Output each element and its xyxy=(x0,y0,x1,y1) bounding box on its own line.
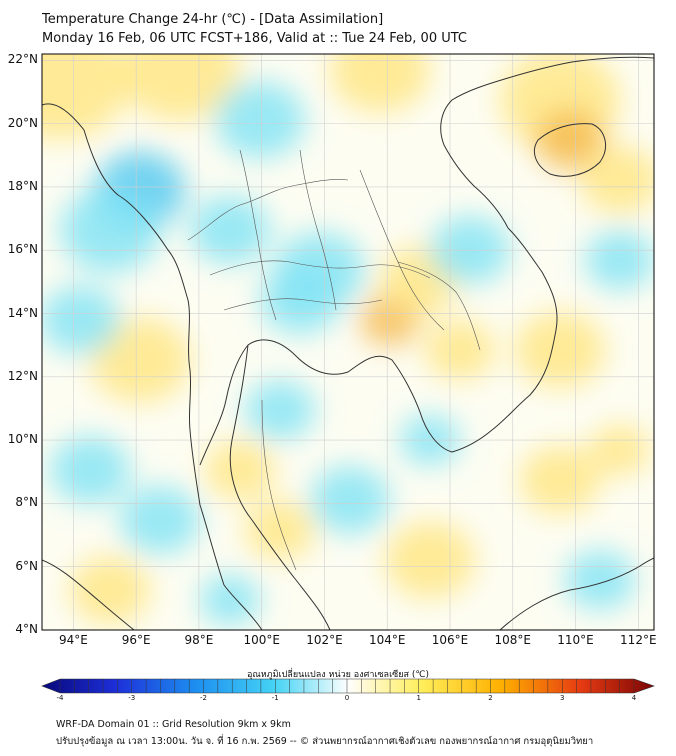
colorbar-tick-label: 2 xyxy=(488,694,493,702)
footer-credit: ปรับปรุงข้อมูล ณ เวลา 13:00น. วัน จ. ที่… xyxy=(56,736,594,747)
temperature-anomaly-patch xyxy=(190,196,270,264)
temperature-anomaly-patch xyxy=(385,521,475,599)
longitude-label: 94°E xyxy=(58,633,88,647)
temperature-anomaly-patch xyxy=(120,486,200,554)
map-border xyxy=(41,53,655,631)
colorbar-tick-label: -4 xyxy=(56,694,64,702)
latitude-label: 20°N xyxy=(7,115,38,130)
lat-lon-gridlines xyxy=(42,54,654,630)
latitude-label: 22°N xyxy=(7,52,38,67)
footer-model-info: WRF-DA Domain 01 :: Grid Resolution 9km … xyxy=(56,719,291,730)
longitude-label: 112°E xyxy=(620,633,657,647)
latitude-label: 12°N xyxy=(7,368,38,383)
latitude-label: 18°N xyxy=(7,178,38,193)
longitude-label: 96°E xyxy=(121,633,151,647)
temperature-anomaly-patch xyxy=(585,230,654,290)
temperature-anomaly-patch xyxy=(425,320,495,380)
temperature-anomaly-patch xyxy=(50,436,130,504)
coastline-peninsula-east xyxy=(229,344,331,630)
longitude-label: 106°E xyxy=(431,633,469,647)
temperature-anomaly-patch xyxy=(330,54,430,113)
latitude-label: 14°N xyxy=(7,305,38,320)
colorbar-tick-label: 3 xyxy=(560,694,565,702)
map-title: Temperature Change 24-hr (℃) - [Data Ass… xyxy=(42,12,384,27)
colorbar-tick-label: -1 xyxy=(271,694,279,702)
temperature-anomaly-patch xyxy=(42,286,120,354)
temperature-anomaly-patch xyxy=(515,311,605,389)
coastline-vietnam xyxy=(440,56,654,229)
temperature-anomaly-patch xyxy=(120,54,240,121)
temperature-anomaly-patch xyxy=(535,110,605,170)
map-subtitle: Monday 16 Feb, 06 UTC FCST+186, Valid at… xyxy=(42,31,467,46)
latitude-label: 6°N xyxy=(15,558,38,573)
temperature-anomaly-patch xyxy=(205,440,275,500)
colorbar-tick-label: 1 xyxy=(416,694,421,702)
province-borders xyxy=(187,149,481,571)
longitude-label: 108°E xyxy=(494,633,532,647)
coastline-borneo xyxy=(499,557,654,630)
latitude-label: 4°N xyxy=(15,622,38,636)
temperature-anomaly-patch xyxy=(42,54,130,140)
longitude-label: 98°E xyxy=(184,633,214,647)
temperature-anomaly-patch xyxy=(565,550,635,610)
temperature-anomaly-patch xyxy=(580,146,654,214)
colorbar-tick-label: -2 xyxy=(200,694,207,702)
coastline-sumatra xyxy=(42,559,135,630)
longitude-label: 100°E xyxy=(243,633,280,647)
latitude-label: 8°N xyxy=(15,495,38,510)
temperature-anomaly-patch xyxy=(245,500,315,560)
coastline-hainan xyxy=(534,123,607,177)
map-frame xyxy=(41,53,655,631)
temperature-anomaly-patch xyxy=(90,317,190,403)
temperature-anomaly-patch xyxy=(200,574,260,626)
coastlines xyxy=(42,56,654,630)
temperature-anomaly-patch xyxy=(520,446,600,514)
latitude-label: 16°N xyxy=(7,242,38,257)
colorbar-tick-label: -3 xyxy=(128,694,136,702)
colorbar xyxy=(41,678,655,694)
longitude-label: 110°E xyxy=(557,633,594,647)
colorbar-tick-label: 4 xyxy=(631,694,637,702)
temperature-anomaly-patch xyxy=(215,81,305,159)
temperature-anomaly-patch xyxy=(70,556,150,624)
temperature-anomaly-patch xyxy=(60,187,160,273)
colorbar-tick-label: 0 xyxy=(344,694,350,702)
temperature-anomaly-patch xyxy=(310,466,390,534)
colorbar-title: อุณหภูมิเปลี่ยนแปลง หน่วย องศาเซลเซียส (… xyxy=(246,670,430,680)
temperature-anomaly-patch xyxy=(245,380,315,440)
latitude-label: 10°N xyxy=(7,432,38,447)
temperature-field xyxy=(42,54,654,630)
longitude-label: 102°E xyxy=(306,633,343,647)
temperature-anomaly-patch xyxy=(590,424,650,476)
coastline-mainland xyxy=(42,103,263,630)
temperature-anomaly-patch xyxy=(260,266,340,334)
longitude-label: 104°E xyxy=(368,633,406,647)
